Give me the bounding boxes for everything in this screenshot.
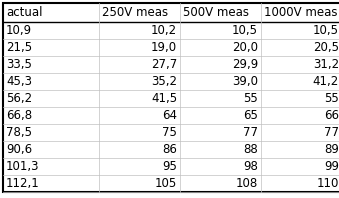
Text: 65: 65 [243,109,258,122]
Text: 112,1: 112,1 [6,177,40,190]
Bar [3,141,99,158]
Text: 500V meas: 500V meas [183,6,249,19]
Text: 95: 95 [162,160,177,173]
Text: 98: 98 [243,160,258,173]
Bar [261,124,339,141]
Bar [99,73,180,90]
Bar [3,22,99,39]
Text: 56,2: 56,2 [6,92,32,105]
Text: 250V meas: 250V meas [102,6,168,19]
Bar [261,39,339,56]
Text: 75: 75 [162,126,177,139]
Bar [99,158,180,175]
Text: 27,7: 27,7 [151,58,177,71]
Bar [261,3,339,22]
Text: 55: 55 [324,92,339,105]
Bar [3,175,99,192]
Text: 66: 66 [324,109,339,122]
Text: 19,0: 19,0 [151,41,177,54]
Bar [261,73,339,90]
Bar [261,107,339,124]
Text: 29,9: 29,9 [232,58,258,71]
Text: 35,2: 35,2 [151,75,177,88]
Bar [180,124,261,141]
Bar [3,124,99,141]
Bar [99,39,180,56]
Text: 41,5: 41,5 [151,92,177,105]
Bar [261,56,339,73]
Text: 66,8: 66,8 [6,109,32,122]
Text: 39,0: 39,0 [232,75,258,88]
Bar [3,107,99,124]
Bar [99,141,180,158]
Bar [180,107,261,124]
Bar [99,90,180,107]
Bar [261,22,339,39]
Text: 55: 55 [243,92,258,105]
Text: 99: 99 [324,160,339,173]
Text: 20,5: 20,5 [313,41,339,54]
Bar [180,158,261,175]
Bar [180,141,261,158]
Text: 20,0: 20,0 [232,41,258,54]
Text: 10,9: 10,9 [6,24,32,37]
Bar [3,158,99,175]
Bar [261,158,339,175]
Text: 78,5: 78,5 [6,126,32,139]
Bar [180,22,261,39]
Bar [261,175,339,192]
Text: 108: 108 [236,177,258,190]
Text: 110: 110 [317,177,339,190]
Text: 10,2: 10,2 [151,24,177,37]
Bar [99,124,180,141]
Text: 31,2: 31,2 [313,58,339,71]
Text: 88: 88 [243,143,258,156]
Text: 33,5: 33,5 [6,58,32,71]
Bar [99,3,180,22]
Text: 101,3: 101,3 [6,160,40,173]
Text: 41,2: 41,2 [313,75,339,88]
Text: 77: 77 [324,126,339,139]
Bar [99,175,180,192]
Text: 86: 86 [162,143,177,156]
Bar [180,90,261,107]
Bar [3,3,99,22]
Text: 10,5: 10,5 [313,24,339,37]
Text: 89: 89 [324,143,339,156]
Text: 21,5: 21,5 [6,41,32,54]
Bar [99,107,180,124]
Text: 64: 64 [162,109,177,122]
Text: 45,3: 45,3 [6,75,32,88]
Text: 105: 105 [155,177,177,190]
Text: 77: 77 [243,126,258,139]
Bar [3,90,99,107]
Bar [180,56,261,73]
Bar [3,56,99,73]
Text: 10,5: 10,5 [232,24,258,37]
Bar [180,39,261,56]
Bar [180,175,261,192]
Text: actual: actual [6,6,42,19]
Bar [180,3,261,22]
Bar [180,73,261,90]
Text: 1000V meas: 1000V meas [264,6,338,19]
Bar [99,56,180,73]
Bar [3,39,99,56]
Bar [3,73,99,90]
Text: 90,6: 90,6 [6,143,32,156]
Bar [261,90,339,107]
Bar [261,141,339,158]
Bar [99,22,180,39]
